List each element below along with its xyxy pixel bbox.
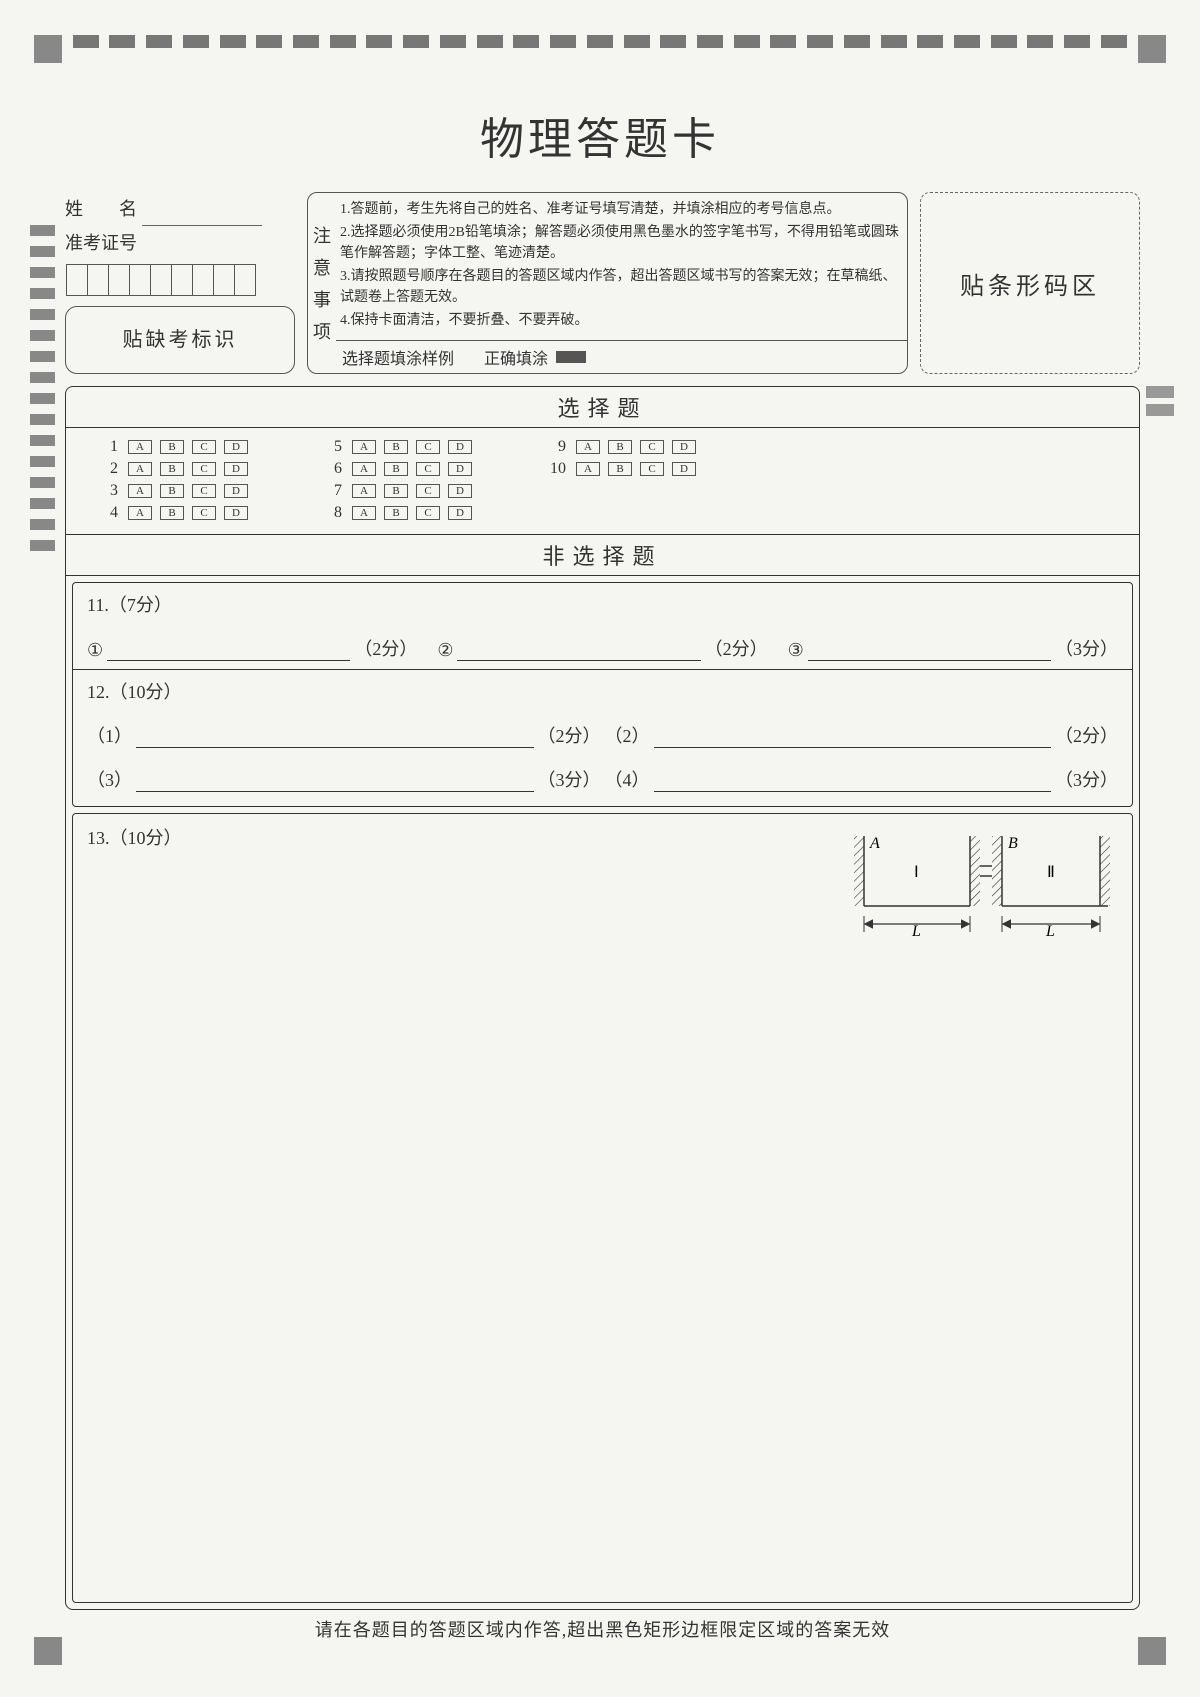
top-timing-marks [30,35,1170,63]
mc-num: 8 [320,504,342,522]
bubble-7-C[interactable]: C [416,484,440,498]
bubble-3-A[interactable]: A [128,484,152,498]
bubble-10-D[interactable]: D [672,462,696,476]
q13-box[interactable]: 13.（10分） [72,813,1133,1603]
bubble-9-A[interactable]: A [576,440,600,454]
name-label: 姓 名 [65,199,137,219]
mc-row-1: 1ABCD [96,438,250,456]
right-timing-marks [1146,386,1174,416]
mc-row-10: 10 ABCD [544,460,698,478]
bubble-4-C[interactable]: C [192,506,216,520]
fill-example: 选择题填涂样例 正确填涂 [336,340,907,373]
bubble-1-D[interactable]: D [224,440,248,454]
bubble-9-B[interactable]: B [608,440,632,454]
bubble-9-D[interactable]: D [672,440,696,454]
frq-title: 非选择题 [66,535,1139,576]
bubble-1-C[interactable]: C [192,440,216,454]
bubble-9-C[interactable]: C [640,440,664,454]
bubble-3-B[interactable]: B [160,484,184,498]
bubble-2-A[interactable]: A [128,462,152,476]
notice-box: 注 意 事 项 1.答题前，考生先将自己的姓名、准考证号填写清楚，并填涂相应的考… [307,192,908,374]
q11-box[interactable]: 11.（7分） ①（2分） ②（2分） ③（3分） 12.（10分） （1）（2… [72,582,1133,807]
bubble-7-A[interactable]: A [352,484,376,498]
label-II: Ⅱ [1047,864,1055,881]
barcode-area[interactable]: 贴条形码区 [920,192,1140,374]
bubble-8-D[interactable]: D [448,506,472,520]
notice-side-label: 注 意 事 项 [308,193,336,373]
student-info: 姓 名 准考证号 贴缺考标识 [65,192,295,374]
mc-row-5: 5ABCD [320,438,474,456]
mc-row-9: 9ABCD [544,438,698,456]
bubble-4-A[interactable]: A [128,506,152,520]
mc-num: 3 [96,482,118,500]
bubble-5-D[interactable]: D [448,440,472,454]
bubble-8-A[interactable]: A [352,506,376,520]
bubble-5-C[interactable]: C [416,440,440,454]
mc-num: 2 [96,460,118,478]
mc-num: 5 [320,438,342,456]
absent-sticker-area[interactable]: 贴缺考标识 [65,306,295,374]
bubble-2-B[interactable]: B [160,462,184,476]
page-title: 物理答题卡 [30,103,1170,167]
mc-num: 1 [96,438,118,456]
mc-row-7: 7ABCD [320,482,474,500]
bubble-6-C[interactable]: C [416,462,440,476]
name-input-line[interactable] [142,225,262,226]
exam-id-boxes[interactable] [67,264,295,296]
label-I: Ⅰ [914,864,919,881]
bubble-7-D[interactable]: D [448,484,472,498]
mc-num: 7 [320,482,342,500]
bottom-timing-marks [30,1637,1170,1665]
bubble-5-B[interactable]: B [384,440,408,454]
bubble-6-A[interactable]: A [352,462,376,476]
mc-row-4: 4ABCD [96,504,250,522]
notice-body: 1.答题前，考生先将自己的姓名、准考证号填写清楚，并填涂相应的考号信息点。 2.… [336,193,907,340]
mc-row-8: 8ABCD [320,504,474,522]
mc-num: 4 [96,504,118,522]
label-A: A [869,835,880,852]
bubble-8-B[interactable]: B [384,506,408,520]
bubble-5-A[interactable]: A [352,440,376,454]
mc-area: 1ABCD2ABCD3ABCD4ABCD5ABCD6ABCD7ABCD8ABCD… [66,428,1139,535]
bubble-10-A[interactable]: A [576,462,600,476]
bubble-1-A[interactable]: A [128,440,152,454]
mc-row-2: 2ABCD [96,460,250,478]
bubble-2-C[interactable]: C [192,462,216,476]
mc-row-6: 6ABCD [320,460,474,478]
bubble-3-C[interactable]: C [192,484,216,498]
filled-bubble-icon [556,351,586,363]
q12-label: 12.（10分） [87,678,1118,704]
bubble-4-D[interactable]: D [224,506,248,520]
mc-num: 10 [544,460,566,478]
bubble-7-B[interactable]: B [384,484,408,498]
bubble-8-C[interactable]: C [416,506,440,520]
bubble-6-D[interactable]: D [448,462,472,476]
bubble-4-B[interactable]: B [160,506,184,520]
answer-main-box: 选择题 1ABCD2ABCD3ABCD4ABCD5ABCD6ABCD7ABCD8… [65,386,1140,1610]
label-B: B [1008,835,1018,852]
bubble-6-B[interactable]: B [384,462,408,476]
left-timing-marks [30,225,55,551]
id-label: 准考证号 [65,226,295,260]
mc-row-3: 3ABCD [96,482,250,500]
label-L2: L [1045,923,1055,940]
bubble-2-D[interactable]: D [224,462,248,476]
bubble-1-B[interactable]: B [160,440,184,454]
bubble-10-C[interactable]: C [640,462,664,476]
label-L1: L [911,923,921,940]
mc-title: 选择题 [66,387,1139,428]
bubble-3-D[interactable]: D [224,484,248,498]
mc-num: 6 [320,460,342,478]
q13-diagram: A B Ⅰ Ⅱ L L [852,832,1112,942]
bubble-10-B[interactable]: B [608,462,632,476]
q11-label: 11.（7分） [87,591,1118,617]
mc-num: 9 [544,438,566,456]
